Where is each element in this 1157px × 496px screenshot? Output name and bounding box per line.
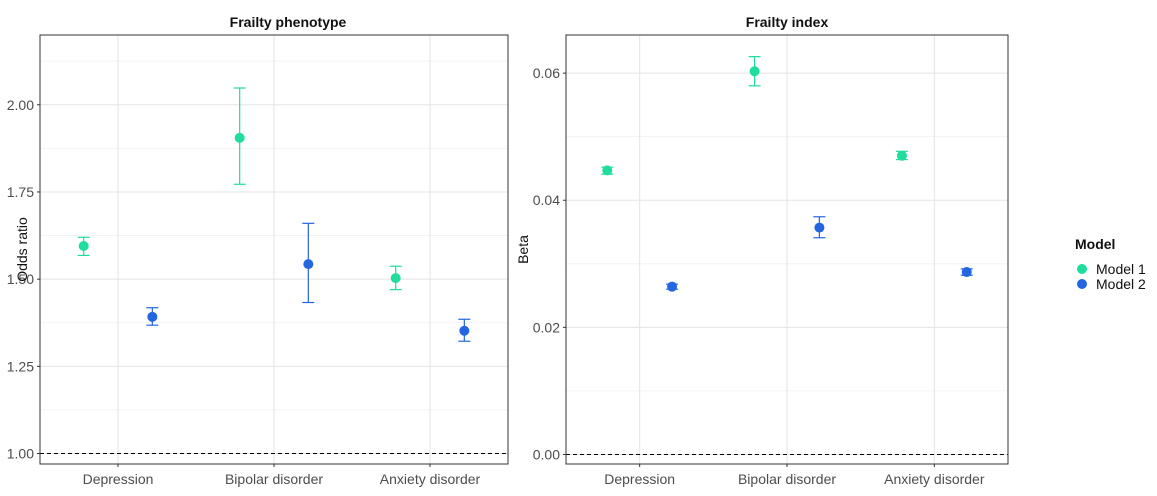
y-tick-label: 1.75 xyxy=(7,184,34,200)
panel-title: Frailty phenotype xyxy=(230,14,347,30)
data-point xyxy=(390,273,401,284)
y-axis-title: Beta xyxy=(515,235,531,264)
data-point xyxy=(78,241,89,252)
data-point xyxy=(147,311,158,322)
y-tick-label: 1.25 xyxy=(7,358,34,374)
legend-label: Model 2 xyxy=(1096,276,1146,292)
data-point xyxy=(667,281,678,292)
x-tick-label: Depression xyxy=(83,471,154,487)
x-tick-label: Anxiety disorder xyxy=(380,471,481,487)
legend-title: Model xyxy=(1075,236,1115,252)
legend-label: Model 1 xyxy=(1096,261,1146,277)
data-point xyxy=(602,165,613,176)
y-tick-label: 0.02 xyxy=(533,319,560,335)
legend-item: Model 1 xyxy=(1077,261,1146,277)
x-tick-label: Depression xyxy=(604,471,675,487)
data-point xyxy=(961,267,972,278)
data-point xyxy=(896,150,907,161)
legend-key xyxy=(1077,264,1087,274)
panel-1: 1.00 1.25 1.50 1.75 2.00 Depression Bipolar di… xyxy=(7,14,509,487)
x-tick-label: Bipolar disorder xyxy=(738,471,836,487)
y-tick-label: 2.00 xyxy=(7,97,34,113)
y-tick-label: 0.06 xyxy=(533,65,560,81)
y-tick-label: 0.00 xyxy=(533,446,560,462)
x-tick-label: Bipolar disorder xyxy=(225,471,323,487)
y-tick-label: 1.00 xyxy=(7,446,34,462)
panel-2: 0.00 0.02 0.04 0.06 Depression Bipolar disord… xyxy=(515,14,1009,487)
data-point xyxy=(234,132,245,143)
legend-key xyxy=(1077,279,1087,289)
legend-item: Model 2 xyxy=(1077,276,1146,292)
data-point xyxy=(814,222,825,233)
x-tick-label: Anxiety disorder xyxy=(884,471,985,487)
y-tick-label: 0.04 xyxy=(533,192,560,208)
y-tick-label: 1.50 xyxy=(7,271,34,287)
panels: 1.00 1.25 1.50 1.75 2.00 Depression Bipolar di… xyxy=(7,14,1009,487)
panel-title: Frailty index xyxy=(746,14,829,30)
y-axis-title: Odds ratio xyxy=(14,217,30,282)
data-point xyxy=(749,66,760,77)
data-point xyxy=(459,325,470,336)
data-point xyxy=(303,259,314,270)
